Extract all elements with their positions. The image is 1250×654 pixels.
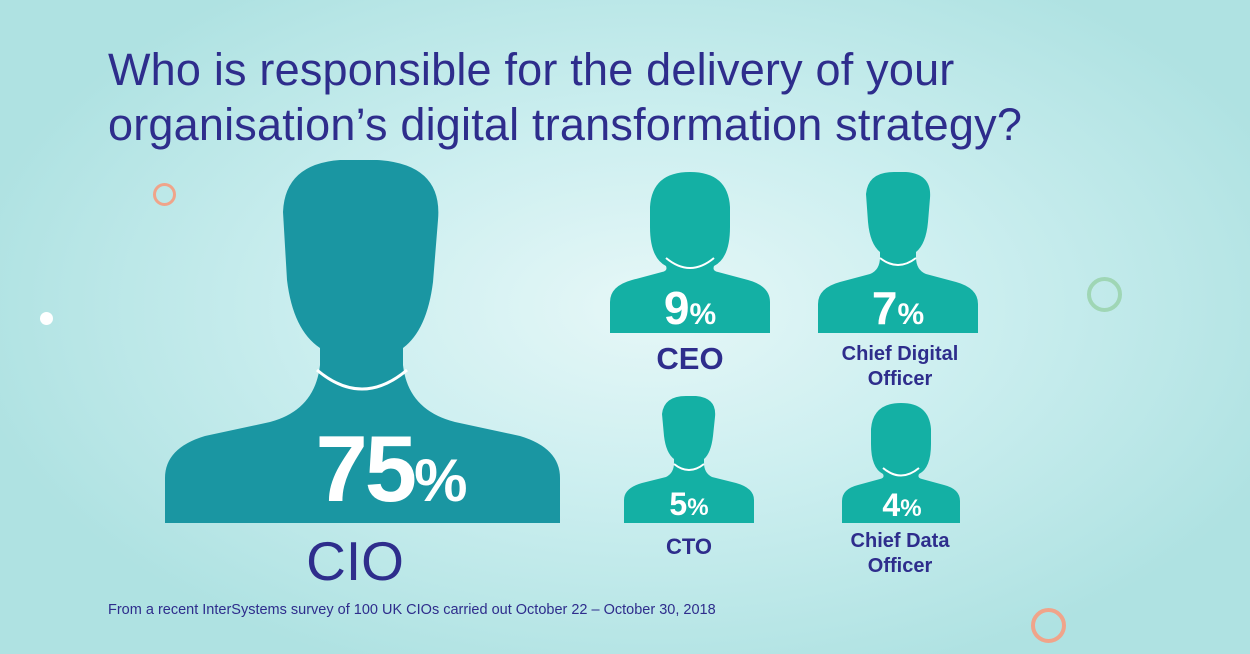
cto-percentage-number: 5 xyxy=(669,486,688,522)
ceo-label: CEO xyxy=(630,340,750,378)
chief-digital-officer-silhouette-icon xyxy=(818,172,978,334)
ceo-silhouette-icon xyxy=(610,172,770,334)
chief-data-officer-percentage-sign: % xyxy=(900,495,922,522)
ceo-percentage-number: 9 xyxy=(663,282,690,334)
chart-title: Who is responsible for the delivery of y… xyxy=(108,42,1228,152)
chief-digital-officer-label: Chief Digital Officer xyxy=(810,342,990,392)
cio-percentage-sign: % xyxy=(414,447,467,514)
source-footnote: From a recent InterSystems survey of 100… xyxy=(108,602,716,618)
chart-title-line-1: Who is responsible for the delivery of y… xyxy=(108,44,955,95)
ceo-label-text: CEO xyxy=(656,341,724,376)
decorative-ring-green xyxy=(1087,277,1122,312)
chief-data-officer-label: Chief Data Officer xyxy=(815,529,985,579)
cio-percentage-number: 75 xyxy=(315,416,418,521)
ceo-percentage-sign: % xyxy=(689,298,717,331)
cto-label: CTO xyxy=(639,533,739,561)
ceo-percentage: 9% xyxy=(640,281,740,342)
cio-label: CIO xyxy=(290,530,420,592)
cto-label-text: CTO xyxy=(665,534,713,559)
cto-percentage-sign: % xyxy=(687,494,709,521)
chief-data-officer-percentage-number: 4 xyxy=(882,487,901,523)
chief-digital-officer-percentage-sign: % xyxy=(897,298,925,331)
cio-percentage: 75% xyxy=(290,414,490,536)
cto-percentage: 5% xyxy=(644,484,734,528)
decorative-ring-orange-bottom xyxy=(1031,608,1066,643)
chart-title-line-2: organisation’s digital transformation st… xyxy=(108,99,1023,150)
chief-data-officer-label-line-1: Chief Data xyxy=(850,530,950,552)
chief-digital-officer-label-line-1: Chief Digital xyxy=(841,343,959,365)
chief-digital-officer-label-line-2: Officer xyxy=(867,368,933,390)
decorative-dot-white xyxy=(40,312,53,325)
decorative-ring-orange-top xyxy=(153,183,176,206)
cio-label-text: CIO xyxy=(306,530,404,592)
chief-digital-officer-percentage-number: 7 xyxy=(871,282,898,334)
chief-digital-officer-percentage: 7% xyxy=(848,281,948,342)
cto-silhouette-icon xyxy=(624,396,754,524)
chief-data-officer-silhouette-icon xyxy=(842,403,960,524)
chief-data-officer-percentage: 4% xyxy=(857,485,947,529)
chief-data-officer-label-line-2: Officer xyxy=(867,555,933,577)
cio-silhouette-icon xyxy=(165,160,560,525)
